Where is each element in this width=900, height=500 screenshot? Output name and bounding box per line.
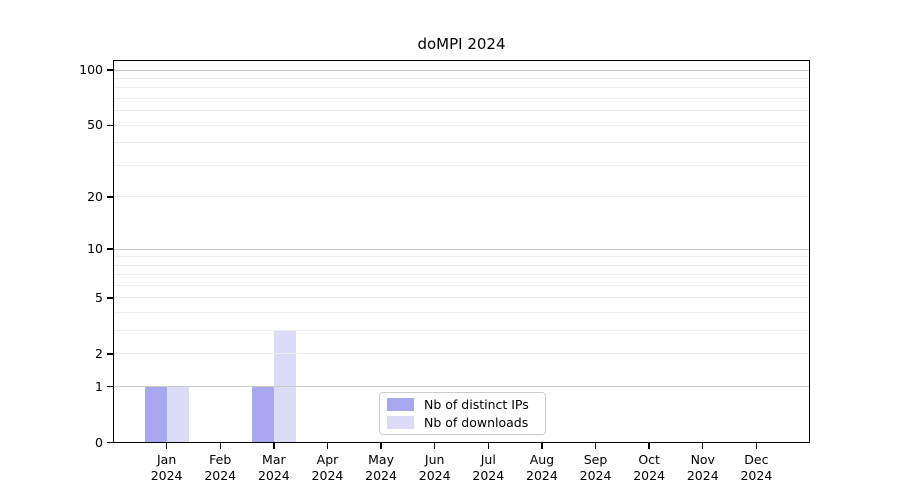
minor-gridline — [113, 164, 810, 166]
minor-gridline — [113, 312, 810, 314]
x-tick-mark — [273, 442, 275, 449]
minor-gridline — [113, 196, 810, 198]
y-tick-mark — [107, 248, 113, 250]
minor-gridline — [113, 87, 810, 89]
bar-nb-of-downloads-jan — [166, 386, 189, 443]
x-tick-label: Jan 2024 — [150, 451, 183, 484]
x-tick-mark — [433, 442, 436, 449]
y-tick-label: 50 — [87, 117, 103, 133]
minor-gridline — [113, 330, 810, 332]
x-tick-mark — [165, 442, 168, 449]
minor-gridline — [113, 353, 810, 355]
x-tick-label: Feb 2024 — [204, 451, 237, 484]
x-tick-label: Dec 2024 — [740, 451, 773, 484]
x-tick-mark — [702, 442, 704, 449]
minor-gridline — [113, 98, 810, 100]
y-tick-mark — [107, 297, 113, 299]
legend-label-downloads: Nb of downloads — [424, 415, 529, 430]
y-tick-label: 0 — [95, 434, 103, 450]
minor-gridline — [113, 264, 810, 266]
y-tick-label: 2 — [95, 345, 103, 361]
x-tick-mark — [594, 442, 597, 449]
x-tick-label: Mar 2024 — [257, 451, 290, 484]
y-tick-mark — [107, 353, 113, 355]
x-tick-mark — [326, 442, 329, 449]
major-gridline — [113, 248, 810, 250]
y-tick-mark — [107, 441, 113, 444]
legend-swatch-distinct-ips — [387, 398, 414, 411]
bar-nb-of-distinct-ips-mar — [251, 386, 274, 443]
minor-gridline — [113, 274, 810, 276]
x-tick-label: Nov 2024 — [686, 451, 719, 484]
minor-gridline — [113, 110, 810, 112]
x-tick-mark — [487, 442, 489, 449]
y-tick-label: 1 — [95, 378, 103, 394]
x-tick-label: Oct 2024 — [633, 451, 666, 484]
legend-label-distinct-ips: Nb of distinct IPs — [424, 397, 529, 412]
y-tick-label: 20 — [87, 188, 103, 204]
legend-row-downloads: Nb of downloads — [387, 415, 545, 430]
x-tick-mark — [541, 442, 543, 449]
minor-gridline — [113, 124, 810, 126]
minor-gridline — [113, 256, 810, 258]
legend-swatch-downloads — [387, 416, 414, 429]
major-gridline — [113, 386, 810, 388]
x-tick-label: Apr 2024 — [311, 451, 344, 484]
minor-gridline — [113, 78, 810, 80]
y-tick-label: 5 — [95, 289, 103, 305]
x-tick-mark — [755, 442, 758, 449]
x-tick-mark — [219, 442, 221, 449]
legend-row-distinct-ips: Nb of distinct IPs — [387, 397, 545, 412]
bar-nb-of-distinct-ips-jan — [144, 386, 167, 443]
x-tick-mark — [648, 442, 650, 449]
x-tick-mark — [380, 442, 382, 449]
x-tick-label: Jun 2024 — [418, 451, 451, 484]
y-tick-label: 100 — [79, 62, 103, 78]
legend: Nb of distinct IPs Nb of downloads — [379, 392, 546, 435]
x-tick-label: Sep 2024 — [579, 451, 612, 484]
minor-gridline — [113, 297, 810, 299]
minor-gridline — [113, 142, 810, 144]
x-tick-label: Jul 2024 — [472, 451, 505, 484]
y-tick-mark — [107, 385, 113, 388]
y-tick-mark — [107, 196, 113, 198]
minor-gridline — [113, 285, 810, 287]
y-tick-label: 10 — [87, 241, 103, 257]
x-tick-label: Aug 2024 — [526, 451, 558, 484]
chart-title: doMPI 2024 — [417, 35, 506, 53]
major-gridline — [113, 69, 810, 71]
x-tick-label: May 2024 — [365, 451, 397, 484]
y-tick-mark — [107, 69, 113, 71]
y-tick-mark — [107, 124, 113, 126]
